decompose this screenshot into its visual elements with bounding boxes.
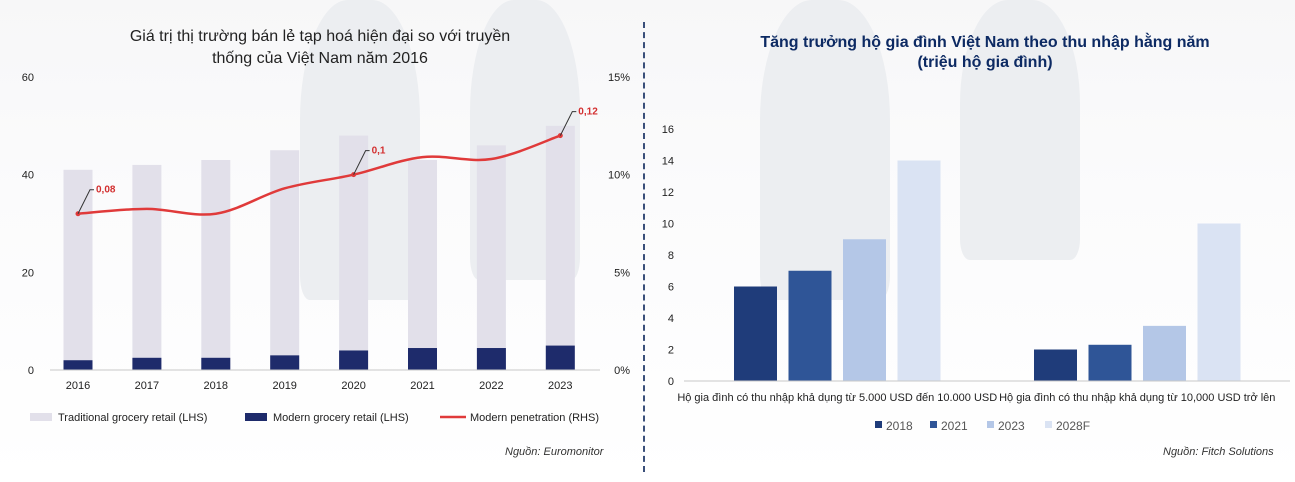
right-y-tick-label: 14 [662,156,674,168]
legend-swatch [875,421,882,428]
right-y-tick-label: 0% [614,365,630,377]
left-title-line2: thống của Việt Nam năm 2016 [212,50,428,67]
household-bar [1197,223,1241,381]
household-bar [1143,325,1186,381]
traditional-bar [339,135,369,370]
legend-label: 2023 [998,419,1025,433]
legend-label: Traditional grocery retail (LHS) [58,412,207,424]
legend-swatch [30,413,52,421]
right-y-tick-label: 2 [668,345,674,357]
legend-swatch [1045,421,1052,428]
category-label: Hộ gia đình có thu nhập khả dụng từ 5.00… [677,392,997,404]
annotation-leader [559,111,577,136]
right-title-line1: Tăng trưởng hộ gia đình Việt Nam theo th… [760,34,1210,51]
penetration-line [77,134,561,216]
legend-label: 2021 [941,419,968,433]
x-tick-label: 2022 [479,380,503,392]
modern-bar [408,348,437,370]
traditional-bar [476,145,506,370]
right-source: Nguồn: Fitch Solutions [1163,446,1274,458]
household-bar [1088,344,1132,381]
traditional-bar [270,150,300,370]
legend-label: 2028F [1056,419,1090,433]
x-tick-label: 2018 [204,380,228,392]
left-y-tick-label: 20 [22,267,34,279]
legend-label: Modern grocery retail (LHS) [273,412,409,424]
right-y-tick-label: 16 [662,124,674,136]
right-y-tick-label: 0 [668,376,674,388]
household-bar [843,239,886,381]
modern-bar [201,357,231,370]
right-y-tick-label: 15% [608,72,630,84]
traditional-bar [132,164,162,370]
background-silhouette [960,0,1080,260]
right-y-tick-label: 6 [668,282,674,294]
traditional-bar [408,160,437,370]
modern-bar [132,357,162,370]
traditional-bar [545,125,575,370]
x-tick-label: 2023 [548,380,572,392]
household-bar [1034,349,1077,381]
penetration-data-label: 0,12 [578,107,598,118]
right-y-tick-label: 10% [608,170,630,182]
legend-swatch [245,413,267,421]
household-bar [734,286,777,381]
legend-swatch [987,421,994,428]
legend-swatch [930,421,937,428]
left-y-tick-label: 0 [28,365,34,377]
penetration-data-label: 0,08 [96,185,116,196]
x-tick-label: 2021 [410,380,434,392]
x-tick-label: 2019 [272,380,296,392]
right-y-tick-label: 5% [614,267,630,279]
left-title-line1: Giá trị thị trường bán lẻ tạp hoá hiện đ… [129,28,511,45]
left-y-tick-label: 60 [22,72,34,84]
legend-label: 2018 [886,419,913,433]
panel-divider [643,22,645,472]
traditional-bar [201,160,231,370]
right-title-line2: (triệu hộ gia đình) [917,54,1053,71]
legend-label: Modern penetration (RHS) [470,412,599,424]
traditional-bar [63,169,93,370]
left-source: Nguồn: Euromonitor [505,446,604,458]
modern-bar [63,360,93,370]
right-y-tick-label: 4 [668,313,674,325]
penetration-data-label: 0,1 [372,146,386,157]
right-y-tick-label: 10 [662,219,674,231]
right-y-tick-label: 12 [662,187,674,199]
right-chart-title: Tăng trưởng hộ gia đình Việt Nam theo th… [665,33,1295,73]
household-bar [788,270,832,381]
left-y-tick-label: 40 [22,170,34,182]
annotation-leader [353,150,370,175]
household-bar [897,160,941,381]
category-label: Hộ gia đình có thu nhập khả dụng từ 10,0… [999,392,1275,404]
right-y-tick-label: 8 [668,250,674,262]
x-tick-label: 2017 [135,380,159,392]
modern-bar [270,355,300,370]
x-tick-label: 2016 [66,380,90,392]
x-tick-label: 2020 [341,380,365,392]
modern-bar [339,350,369,370]
modern-bar [545,345,575,370]
left-chart-title: Giá trị thị trường bán lẻ tạp hoá hiện đ… [40,26,600,70]
annotation-leader [77,189,94,214]
modern-bar [476,348,506,370]
